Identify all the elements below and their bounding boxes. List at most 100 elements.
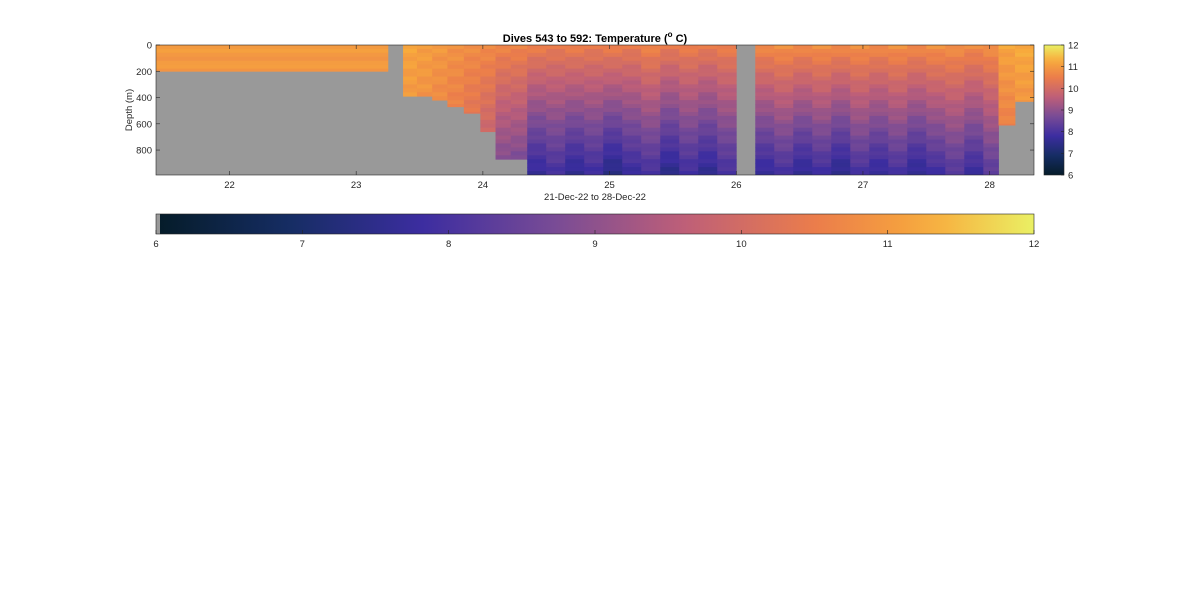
- heatmap-cell: [527, 92, 547, 97]
- heatmap-cell: [546, 68, 566, 73]
- heatmap-cell: [945, 84, 965, 89]
- heatmap-cell: [565, 155, 585, 160]
- heatmap-cell: [774, 143, 794, 148]
- heatmap-cell: [641, 48, 661, 54]
- heatmap-cell: [622, 84, 642, 89]
- heatmap-cell: [850, 52, 870, 58]
- heatmap-cell: [755, 147, 775, 152]
- heatmap-cell: [527, 100, 547, 105]
- heatmap-cell: [926, 123, 946, 129]
- heatmap-cell: [812, 127, 832, 133]
- heatmap-cell: [432, 48, 448, 54]
- heatmap-cell: [698, 143, 718, 148]
- heatmap-cell: [964, 80, 984, 85]
- heatmap-cell: [698, 151, 718, 156]
- heatmap-cell: [432, 88, 448, 93]
- heatmap-cell: [812, 56, 832, 62]
- heatmap-cell: [850, 100, 870, 105]
- heatmap-cell: [403, 52, 418, 58]
- heatmap-cell: [510, 155, 528, 160]
- heatmap-cell: [622, 56, 642, 62]
- heatmap-cell: [945, 163, 965, 168]
- heatmap-cell: [774, 123, 794, 129]
- heatmap-cell: [945, 131, 965, 137]
- heatmap-cell: [403, 45, 418, 50]
- heatmap-cell: [510, 143, 528, 148]
- heatmap-cell: [869, 119, 889, 125]
- heatmap-cell: [527, 115, 547, 121]
- heatmap-cell: [495, 80, 512, 85]
- heatmap-cell: [755, 76, 775, 81]
- heatmap-cell: [679, 123, 699, 129]
- heatmap-cell: [717, 84, 737, 89]
- heatmap-cell: [463, 88, 481, 93]
- heatmap-cell: [565, 127, 585, 133]
- heatmap-cell: [546, 45, 566, 50]
- heatmap-cell: [755, 96, 775, 101]
- heatmap-cell: [717, 167, 737, 172]
- heatmap-cell: [945, 119, 965, 125]
- heatmap-cell: [755, 143, 775, 148]
- heatmap-cell: [510, 108, 528, 113]
- heatmap-cell: [584, 72, 604, 77]
- heatmap-cell: [495, 135, 512, 140]
- heatmap-cell: [480, 100, 496, 105]
- heatmap-cell: [584, 80, 604, 85]
- heatmap-cell: [888, 119, 908, 125]
- heatmap-cell: [641, 104, 661, 109]
- heatmap-cell: [584, 155, 604, 160]
- heatmap-cell: [755, 119, 775, 125]
- heatmap-cell: [793, 45, 813, 50]
- heatmap-cell: [510, 147, 528, 152]
- heatmap-cell: [480, 52, 496, 58]
- heatmap-cell: [907, 68, 927, 73]
- heatmap-cell: [793, 104, 813, 109]
- heatmap-cell: [983, 64, 999, 70]
- heatmap-cell: [416, 64, 433, 70]
- heatmap-cell: [641, 108, 661, 113]
- heatmap-cell: [584, 171, 604, 175]
- heatmap-cell: [812, 135, 832, 140]
- heatmap-cell: [510, 139, 528, 144]
- heatmap-cell: [907, 139, 927, 144]
- heatmap-cell: [774, 72, 794, 77]
- heatmap-cell: [983, 84, 999, 89]
- heatmap-cell: [527, 131, 547, 137]
- heatmap-cell: [812, 76, 832, 81]
- heatmap-cell: [945, 111, 965, 117]
- heatmap-cell: [584, 135, 604, 140]
- heatmap-cell: [679, 45, 699, 50]
- heatmap-cell: [641, 64, 661, 70]
- heatmap-cell: [831, 119, 851, 125]
- heatmap-cell: [774, 45, 794, 50]
- heatmap-cell: [983, 135, 999, 140]
- heatmap-cell: [926, 119, 946, 125]
- heatmap-cell: [447, 76, 465, 81]
- horizontal-colorbar-tick-label: 6: [153, 239, 158, 250]
- heatmap-cell: [603, 64, 623, 70]
- heatmap-cell: [717, 92, 737, 97]
- heatmap-cell: [755, 123, 775, 129]
- heatmap-cell: [584, 84, 604, 89]
- heatmap-cell: [983, 108, 999, 113]
- heatmap-cell: [641, 143, 661, 148]
- heatmap-cell: [447, 64, 465, 70]
- heatmap-cell: [717, 96, 737, 101]
- heatmap-cell: [698, 171, 718, 175]
- heatmap-cell: [793, 139, 813, 144]
- heatmap-cell: [679, 167, 699, 172]
- heatmap-cell: [447, 96, 465, 101]
- heatmap-cell: [641, 76, 661, 81]
- heatmap-cell: [584, 139, 604, 144]
- heatmap-cell: [480, 96, 496, 101]
- heatmap-cell: [869, 56, 889, 62]
- heatmap-cell: [603, 155, 623, 160]
- heatmap-cell: [546, 171, 566, 175]
- heatmap-cell: [660, 147, 680, 152]
- heatmap-cell: [156, 45, 389, 50]
- heatmap-cell: [565, 56, 585, 62]
- heatmap-cell: [603, 68, 623, 73]
- heatmap-cell: [831, 84, 851, 89]
- heatmap-cell: [774, 151, 794, 156]
- heatmap-cell: [447, 80, 465, 85]
